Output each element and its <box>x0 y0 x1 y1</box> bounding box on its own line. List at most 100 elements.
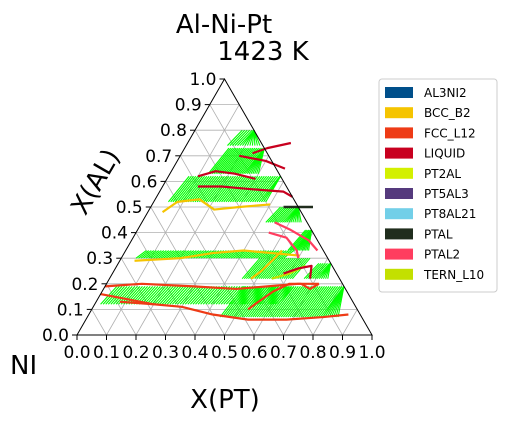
y-tick-label: 0.1 <box>57 300 84 320</box>
tie-line <box>151 285 169 305</box>
tie-line <box>269 206 286 223</box>
tie-line <box>237 129 253 146</box>
tie-line <box>223 175 245 203</box>
tie-line <box>220 147 243 175</box>
tie-line <box>156 285 174 305</box>
x-tick-label: 0.2 <box>122 343 149 363</box>
tie-line <box>155 250 167 259</box>
tie-line <box>143 250 155 259</box>
tie-line <box>293 286 319 318</box>
tie-line <box>228 286 253 318</box>
phase-boundary-fcc_l12 <box>247 282 302 311</box>
y-tick-label: 0.0 <box>42 326 69 346</box>
tie-line <box>273 206 290 223</box>
tie-line <box>163 250 175 259</box>
tie-line <box>304 286 330 318</box>
grid-line <box>150 206 225 336</box>
tie-line <box>128 285 146 305</box>
legend-swatch <box>385 248 413 260</box>
tie-line <box>317 286 343 318</box>
tie-line <box>315 286 341 318</box>
tie-line <box>219 286 245 318</box>
tie-line <box>275 257 294 280</box>
tie-line <box>300 286 325 318</box>
tie-line <box>234 286 260 318</box>
tie-line <box>174 285 192 305</box>
tie-line <box>145 250 157 259</box>
phase-boundary-liquid <box>197 185 293 198</box>
phase-boundary-ptal2 <box>268 231 300 259</box>
tie-line <box>230 286 256 318</box>
chart-title-line1: Al-Ni-Pt <box>176 10 272 40</box>
tie-line <box>172 285 190 305</box>
tie-line <box>205 285 223 305</box>
tie-line <box>218 175 241 203</box>
tie-line <box>296 286 321 318</box>
tie-line <box>221 175 243 203</box>
tie-line <box>170 250 182 259</box>
tie-line <box>211 147 234 175</box>
x-tick-label: 0.4 <box>181 343 208 363</box>
x-tick-label: 0.3 <box>152 343 179 363</box>
phase-boundary-liquid <box>239 154 286 170</box>
tie-line <box>269 286 295 318</box>
tie-line <box>172 175 194 203</box>
grid-line <box>135 232 196 336</box>
tie-line <box>263 286 288 318</box>
tie-line <box>250 257 269 280</box>
x-tick-labels: 0.0 0.1 0.2 0.3 0.4 0.5 0.6 0.7 0.8 0.9 1.0 <box>63 335 386 363</box>
tie-line <box>314 262 331 280</box>
tie-line <box>217 147 239 175</box>
phase-boundaries <box>100 141 349 321</box>
legend-label: AL3NI2 <box>424 86 467 100</box>
tie-line <box>179 285 197 305</box>
tie-line <box>192 175 214 203</box>
tie-line <box>177 285 195 305</box>
tie-line <box>148 250 160 259</box>
tie-line <box>140 250 152 259</box>
legend-label: PT8AL21 <box>424 207 476 221</box>
tie-line <box>214 175 236 203</box>
tie-line <box>195 285 213 305</box>
tie-line <box>203 175 225 203</box>
tie-line <box>258 175 281 203</box>
x-tick-label: 0.8 <box>299 343 326 363</box>
tie-line <box>215 147 237 175</box>
legend-label: PTAL <box>424 227 453 241</box>
legend-swatch <box>385 228 413 240</box>
y-tick-label: 0.7 <box>145 147 172 167</box>
tie-line <box>265 250 277 259</box>
tie-line <box>146 285 164 305</box>
grid-line <box>165 155 270 336</box>
tie-line <box>135 250 147 259</box>
tie-line <box>216 175 239 203</box>
legend-swatch <box>385 188 413 199</box>
tie-line <box>179 175 201 203</box>
tie-line <box>232 129 248 146</box>
phase-boundary-fcc_l12 <box>100 292 154 306</box>
phase-boundary-fcc_l12 <box>300 282 320 291</box>
legend-label: LIQUID <box>424 147 465 161</box>
tie-line <box>225 175 248 203</box>
tie-line <box>143 285 161 305</box>
tie-line <box>272 286 297 318</box>
phase-boundary-liquid <box>197 170 256 180</box>
tie-line <box>298 286 323 318</box>
tie-line <box>291 286 317 318</box>
tie-line <box>166 285 184 305</box>
tie-line <box>274 286 299 318</box>
y-tick-label: 0.3 <box>86 249 113 269</box>
y-tick-labels: 0.0 0.1 0.2 0.3 0.4 0.5 0.6 0.7 0.8 0.9 1.0 <box>42 70 225 346</box>
tie-line <box>233 147 256 175</box>
legend-swatch <box>385 167 413 179</box>
x-axis-label: X(PT) <box>190 385 260 415</box>
tie-line <box>181 175 203 203</box>
legend-label: PT2AL <box>424 167 461 181</box>
tie-line <box>241 147 263 175</box>
tie-line <box>260 257 280 280</box>
x-tick-label: 0.9 <box>329 343 356 363</box>
tie-line <box>169 285 187 305</box>
x-tick-label: 0.7 <box>270 343 297 363</box>
tie-line <box>271 206 288 223</box>
tie-line <box>256 175 279 203</box>
